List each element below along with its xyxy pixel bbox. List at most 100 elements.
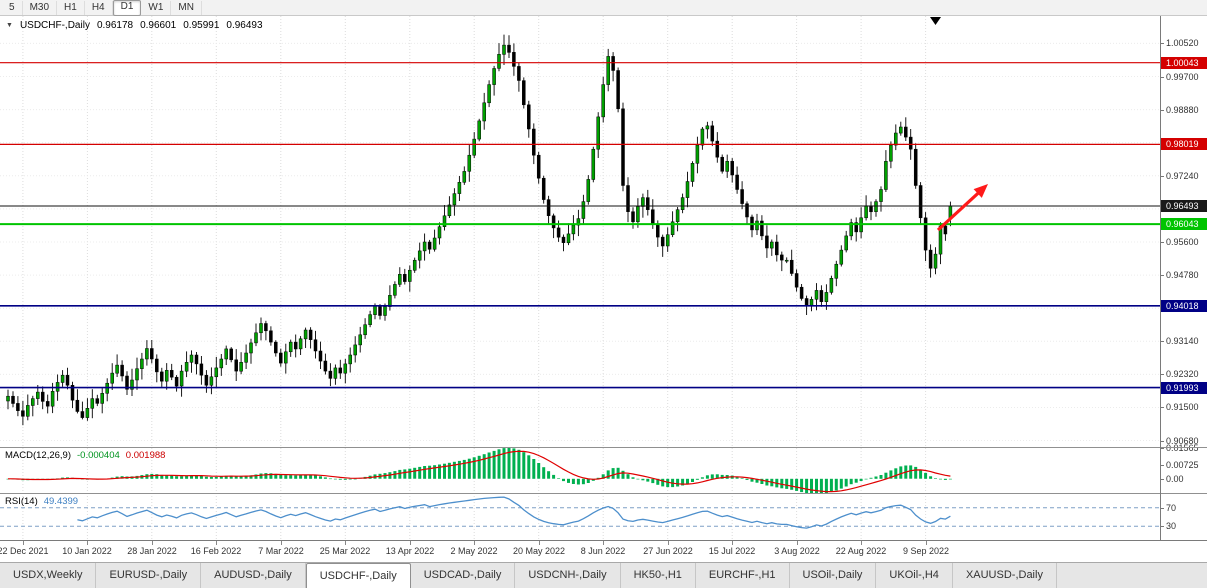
macd-name: MACD(12,26,9) [5,450,71,461]
high-value: 0.96601 [140,20,177,31]
date-tick [474,541,475,545]
date-label: 22 Aug 2022 [835,546,887,556]
chart-tab-usdchf-daily[interactable]: USDCHF-,Daily [305,563,411,588]
date-tick [539,541,540,545]
price-level-badge: 0.94018 [1161,300,1207,312]
price-axis-label: 0.91500 [1166,402,1199,412]
grid-layer [0,16,1160,540]
rsi-value: 49.4399 [43,496,79,507]
chart-tab-usdx-weekly[interactable]: USDX,Weekly [0,563,97,588]
axis-tick [1161,465,1164,466]
macd-signal-line [8,450,951,493]
price-level-badge: 0.96043 [1161,218,1207,230]
level-lines-layer[interactable] [0,62,1160,389]
axis-tick [1161,479,1164,480]
timeframe-button-5[interactable]: 5 [2,0,23,15]
rsi-name: RSI(14) [5,496,38,507]
current-bar-marker [930,17,941,25]
chart-tab-ukoil-h4[interactable]: UKOil-,H4 [876,563,953,588]
date-tick [410,541,411,545]
rsi-panel [0,496,1160,529]
date-tick [152,541,153,545]
chart-tab-usdcad-daily[interactable]: USDCAD-,Daily [410,563,516,588]
collapse-chart-icon[interactable]: ▼ [6,22,13,29]
axis-tick [1161,176,1164,177]
chart-tab-eurchf-h1[interactable]: EURCHF-,H1 [695,563,790,588]
chart-tab-hk50-h1[interactable]: HK50-,H1 [620,563,696,588]
date-tick [216,541,217,545]
date-tick [797,541,798,545]
date-label: 13 Apr 2022 [385,546,435,556]
chart-tab-audusd-daily[interactable]: AUDUSD-,Daily [201,563,306,588]
axis-tick [1161,374,1164,375]
price-axis-label: 0.95600 [1166,237,1199,247]
price-axis-label: 0.90680 [1166,436,1199,446]
rsi-indicator-label: RSI(14) 49.4399 [5,496,78,507]
macd-axis-label: 0.00725 [1166,460,1199,470]
timeframe-button-w1[interactable]: W1 [141,0,172,15]
price-axis-label: 0.92320 [1166,369,1199,379]
axis-panel-separator [1161,493,1207,494]
axis-tick [1161,275,1164,276]
macd-axis-label: 0.00 [1166,474,1184,484]
date-label: 15 Jul 2022 [708,546,756,556]
chart-canvas[interactable] [0,16,1160,540]
date-label: 20 May 2022 [512,546,566,556]
price-axis-label: 0.98880 [1166,105,1199,115]
timeframe-button-d1[interactable]: D1 [112,0,142,16]
date-tick [23,541,24,545]
macd-indicator-label: MACD(12,26,9) -0.000404 0.001988 [5,450,165,461]
price-level-badge: 1.00043 [1161,57,1207,69]
macd-axis-label: 0.01565 [1166,443,1199,453]
macd-main-value: -0.000404 [77,450,120,461]
date-tick [668,541,669,545]
chart-ohlc-header: ▼ USDCHF-,Daily 0.96178 0.96601 0.95991 … [6,20,263,31]
axis-tick [1161,43,1164,44]
time-axis[interactable]: 22 Dec 2021 10 Jan 2022 28 Jan 2022 16 Feb … [0,540,1207,562]
date-tick [87,541,88,545]
chart-tab-usoil-daily[interactable]: USOil-,Daily [789,563,877,588]
axis-tick [1161,526,1164,527]
low-value: 0.95991 [183,20,220,31]
rsi-axis-label: 70 [1166,503,1177,513]
chart-tab-eurusd-daily[interactable]: EURUSD-,Daily [96,563,202,588]
close-value: 0.96493 [226,20,263,31]
timeframe-button-h4[interactable]: H4 [85,0,113,15]
macd-panel [6,448,952,493]
chart-tabs-bar: USDX,Weekly EURUSD-,Daily AUDUSD-,Daily USD… [0,562,1207,588]
rsi-axis-label: 30 [1166,521,1177,531]
axis-panel-separator [1161,447,1207,448]
price-axis-label: 0.99700 [1166,72,1199,82]
timeframe-button-mn[interactable]: MN [171,0,202,15]
chart-region[interactable]: ▼ USDCHF-,Daily 0.96178 0.96601 0.95991 … [0,16,1160,540]
price-axis-label: 0.94780 [1166,270,1199,280]
axis-tick [1161,77,1164,78]
date-label: 7 Mar 2022 [258,546,304,556]
candles-layer[interactable] [6,34,953,426]
axis-tick [1161,242,1164,243]
date-label: 28 Jan 2022 [127,546,177,556]
trend-arrow[interactable] [936,184,988,232]
date-label: 16 Feb 2022 [190,546,242,556]
axis-tick [1161,407,1164,408]
price-axis-label: 0.97240 [1166,171,1199,181]
timeframe-button-h1[interactable]: H1 [57,0,85,15]
date-tick [603,541,604,545]
axis-tick [1161,110,1164,111]
symbol-period-label: USDCHF-,Daily [19,20,90,31]
timeframe-button-m30[interactable]: M30 [23,0,58,15]
date-label: 27 Jun 2022 [643,546,693,556]
chart-tab-xauusd-daily[interactable]: XAUUSD-,Daily [952,563,1057,588]
axis-tick [1161,448,1164,449]
open-value: 0.96178 [96,20,134,31]
date-label: 8 Jun 2022 [580,546,626,556]
price-level-badge: 0.96493 [1161,200,1207,212]
date-tick [732,541,733,545]
date-label: 2 May 2022 [450,546,498,556]
price-axis-label: 0.93140 [1166,336,1199,346]
axis-tick [1161,508,1164,509]
chart-tab-usdcnh-daily[interactable]: USDCNH-,Daily [515,563,621,588]
price-axis[interactable]: 1.005200.997000.988800.980600.972400.964… [1160,16,1207,540]
axis-tick [1161,441,1164,442]
